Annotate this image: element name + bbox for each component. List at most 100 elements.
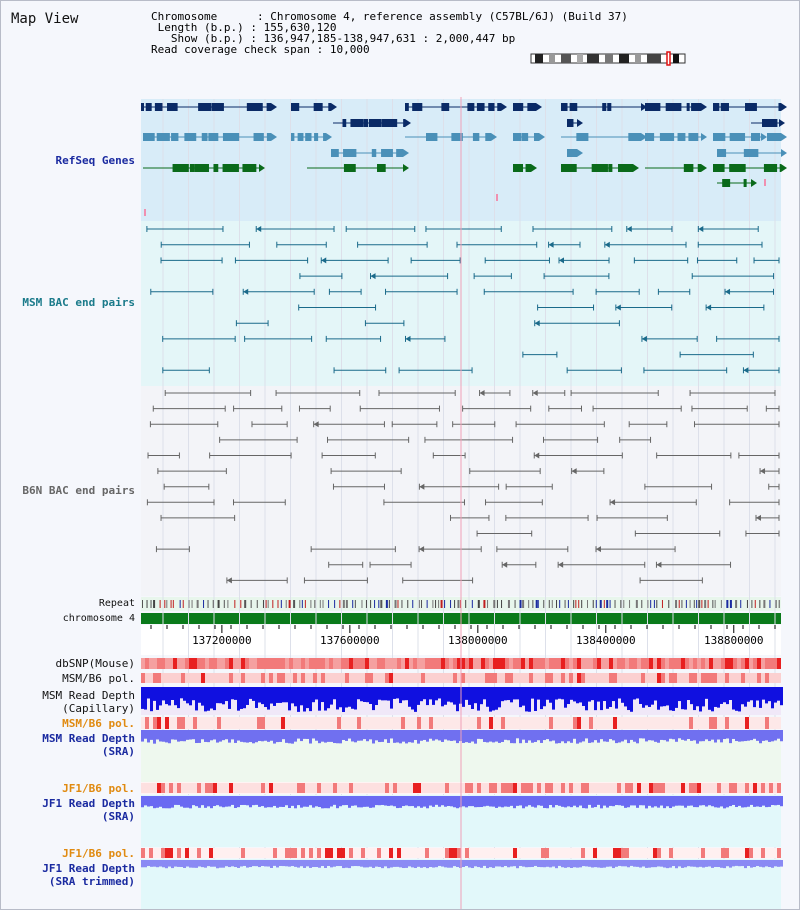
gene-exon bbox=[291, 133, 295, 141]
gene-exon bbox=[713, 103, 720, 111]
bac-end-arrow bbox=[604, 241, 610, 248]
info-block: Chromosome : Chromosome 4, reference ass… bbox=[151, 10, 628, 56]
bac-end-arrow bbox=[596, 546, 602, 553]
chromosome-label: chromosome 4 bbox=[62, 613, 135, 624]
gene-exon bbox=[525, 164, 531, 172]
gene-arrow bbox=[701, 133, 707, 141]
jf1-read-depth-trimmed-label: JF1 Read Depth (SRA trimmed) bbox=[1, 862, 135, 888]
gene-exon bbox=[767, 133, 781, 141]
ideogram-position-marker bbox=[666, 51, 671, 66]
gene-arrow bbox=[271, 103, 277, 111]
gene-exon bbox=[368, 119, 382, 127]
gene-arrow bbox=[259, 164, 265, 172]
gene-exon bbox=[208, 133, 219, 141]
chromosome-label: Chromosome bbox=[151, 10, 218, 23]
gene-exon bbox=[291, 103, 300, 111]
refseq-genes-track[interactable] bbox=[141, 103, 787, 216]
axis-tick-label-4: 138800000 bbox=[704, 634, 764, 647]
gene-exon bbox=[253, 133, 264, 141]
gene-exon bbox=[222, 164, 239, 172]
gene-exon bbox=[189, 164, 195, 172]
bac-end-arrow bbox=[706, 304, 712, 311]
msm-b6-pol-2-label: MSM/B6 pol. bbox=[62, 717, 135, 730]
jf1-b6-pol-2-label: JF1/B6 pol. bbox=[62, 847, 135, 860]
gene-exon bbox=[342, 119, 347, 127]
variation-tracks[interactable] bbox=[141, 658, 783, 909]
gene-exon bbox=[713, 133, 726, 141]
bac-end-arrow bbox=[256, 226, 262, 232]
msm-read-depth-capillary-label: MSM Read Depth (Capillary) bbox=[1, 689, 135, 715]
gene-arrow bbox=[501, 103, 507, 111]
gene-exon bbox=[222, 133, 240, 141]
gene-arrow bbox=[641, 103, 647, 111]
gene-arrow bbox=[781, 164, 787, 172]
gene-exon bbox=[472, 133, 480, 141]
gene-marker bbox=[144, 209, 146, 216]
gene-exon bbox=[350, 119, 364, 127]
gene-exon bbox=[729, 133, 746, 141]
gene-exon bbox=[567, 119, 574, 127]
gene-exon bbox=[778, 103, 781, 111]
gene-exon bbox=[750, 133, 761, 141]
gene-exon bbox=[198, 103, 212, 111]
gene-exon bbox=[743, 179, 747, 187]
msm-b6-pol-label: MSM/B6 pol. bbox=[62, 672, 135, 685]
bac-end-arrow bbox=[656, 561, 662, 568]
gene-marker bbox=[764, 179, 766, 186]
gene-arrow bbox=[633, 164, 639, 172]
gene-exon bbox=[665, 103, 682, 111]
gene-exon bbox=[722, 179, 731, 187]
gene-exon bbox=[763, 164, 778, 172]
msm-bac-track[interactable] bbox=[146, 226, 780, 374]
gene-exon bbox=[713, 164, 725, 172]
bac-end-arrow bbox=[370, 273, 376, 280]
gene-exon bbox=[683, 164, 694, 172]
axis-tick-label-1: 137600000 bbox=[320, 634, 380, 647]
show-label: Show (b.p.) bbox=[170, 32, 244, 45]
bac-end-arrow bbox=[419, 546, 425, 553]
gene-exon bbox=[405, 103, 409, 111]
bac-end-arrow bbox=[405, 335, 411, 342]
gene-exon bbox=[425, 133, 438, 141]
gene-arrow bbox=[491, 133, 497, 141]
bac-end-arrow bbox=[534, 452, 540, 459]
bac-end-arrow bbox=[725, 288, 731, 295]
gene-exon bbox=[211, 103, 224, 111]
length-value: 155,630,120 bbox=[263, 21, 337, 34]
gene-exon bbox=[618, 164, 633, 172]
gene-exon bbox=[363, 119, 369, 127]
msm-read-depth-sra-line1: MSM Read Depth bbox=[42, 732, 135, 745]
repeat-label: Repeat bbox=[98, 598, 135, 609]
bac-end-arrow bbox=[559, 257, 565, 264]
gene-marker bbox=[496, 194, 498, 201]
gene-exon bbox=[343, 149, 357, 157]
bac-end-arrow bbox=[610, 499, 616, 506]
bac-end-arrow bbox=[532, 390, 538, 396]
gene-arrow bbox=[271, 133, 277, 141]
bac-end-arrow bbox=[571, 468, 577, 475]
msm-read-depth-sra-label: MSM Read Depth (SRA) bbox=[1, 732, 135, 758]
gene-exon bbox=[779, 164, 781, 172]
chromosome-ideogram[interactable] bbox=[530, 51, 686, 66]
gene-exon bbox=[488, 103, 495, 111]
gene-exon bbox=[412, 103, 423, 111]
gene-arrow bbox=[781, 149, 787, 157]
gene-exon bbox=[323, 133, 326, 141]
jf1-read-depth-sra-line1: JF1 Read Depth bbox=[42, 797, 135, 810]
gene-exon bbox=[331, 149, 339, 157]
bac-end-arrow bbox=[760, 468, 766, 475]
bac-end-arrow bbox=[534, 320, 540, 327]
page-title: Map View bbox=[11, 11, 79, 27]
dbsnp-label: dbSNP(Mouse) bbox=[55, 657, 135, 670]
gene-exon bbox=[328, 103, 331, 111]
b6n-bac-label: B6N BAC end pairs bbox=[22, 484, 135, 497]
refseq-label: RefSeq Genes bbox=[55, 154, 135, 167]
bac-end-arrow bbox=[548, 241, 554, 248]
repeat-track[interactable] bbox=[142, 600, 780, 608]
gene-exon bbox=[467, 103, 475, 111]
b6n-bac-track[interactable] bbox=[146, 390, 780, 584]
gene-exon bbox=[381, 149, 393, 157]
gene-exon bbox=[396, 149, 403, 157]
gene-exon bbox=[143, 133, 155, 141]
